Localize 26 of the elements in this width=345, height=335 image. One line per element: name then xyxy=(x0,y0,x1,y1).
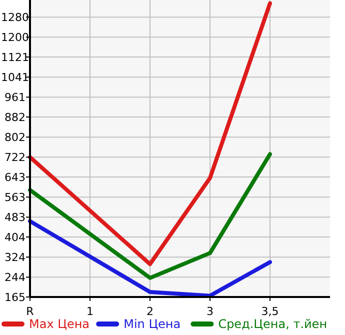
y-tick-label: 1041 xyxy=(1,70,29,84)
x-tick-label: 3 xyxy=(206,305,214,318)
y-tick-label: 882 xyxy=(4,110,26,124)
x-tick-label: 3,5 xyxy=(261,305,279,318)
x-tick-label: R xyxy=(26,305,34,318)
legend-label: Сред.Цена, т.йен xyxy=(218,317,328,331)
y-tick-label: 563 xyxy=(4,190,26,204)
y-tick-label: 802 xyxy=(4,130,26,144)
y-tick-label: 1200 xyxy=(1,31,29,44)
y-tick-label: 643 xyxy=(4,170,26,184)
line-series xyxy=(28,1,272,266)
y-tick-label: 324 xyxy=(4,250,26,264)
y-tick-label: 1121 xyxy=(1,50,29,64)
y-tick-label: 483 xyxy=(4,211,26,224)
x-tick-label: 1 xyxy=(86,305,94,318)
y-tick-label: 165 xyxy=(4,290,26,304)
y-tick-label: 1280 xyxy=(1,10,29,24)
legend-label: Min Цена xyxy=(124,317,181,331)
y-tick-label: 722 xyxy=(4,151,26,164)
y-tick-label: 244 xyxy=(4,271,26,284)
legend-label: Max Цена xyxy=(29,317,90,331)
y-tick-label: 961 xyxy=(4,91,26,104)
x-tick-label: 2 xyxy=(146,305,154,318)
y-tick-label: 404 xyxy=(4,230,26,244)
line-series xyxy=(28,219,272,298)
line-series xyxy=(28,152,272,280)
